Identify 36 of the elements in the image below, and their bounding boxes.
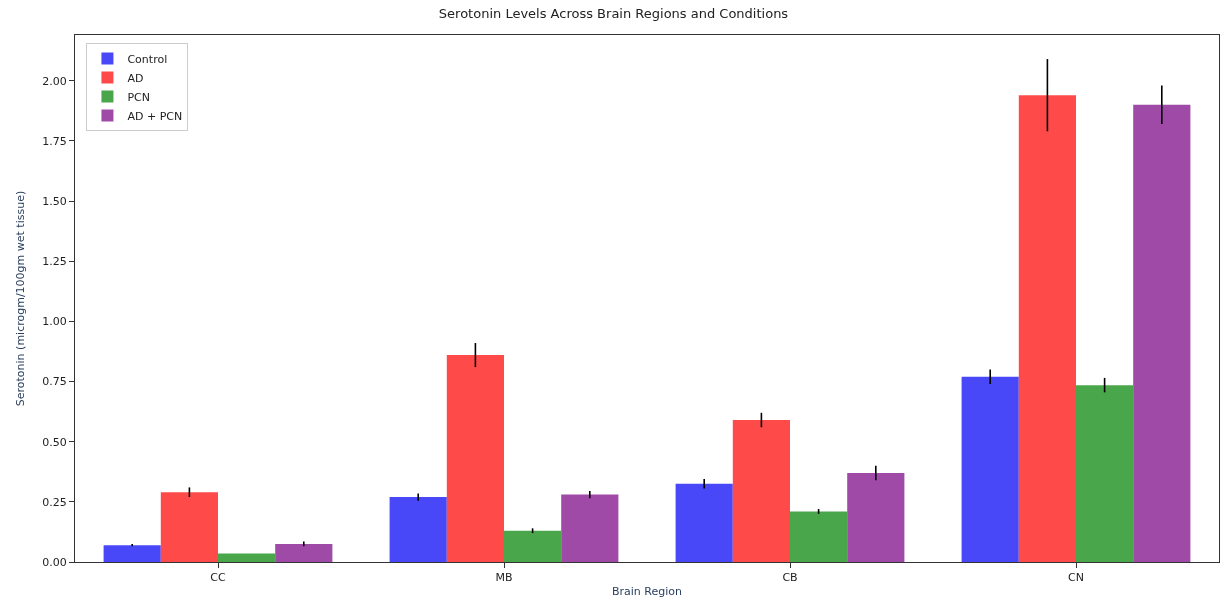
bar xyxy=(1076,385,1134,562)
x-tick-label: MB xyxy=(495,571,513,585)
bar xyxy=(218,553,276,562)
legend-label: PCN xyxy=(127,90,150,104)
legend-label: AD xyxy=(127,71,144,85)
bar xyxy=(275,543,333,562)
bar xyxy=(1133,104,1191,562)
legend-label: Control xyxy=(127,52,168,66)
y-tick-label: 1.00 xyxy=(42,315,67,329)
bar xyxy=(103,545,161,562)
y-tick-label: 0.25 xyxy=(42,495,67,509)
x-tick-label: CC xyxy=(210,571,226,585)
bar xyxy=(732,420,790,562)
y-tick-label: 1.50 xyxy=(42,194,67,208)
bar xyxy=(847,472,905,562)
x-tick-label: CB xyxy=(782,571,798,585)
y-tick-label: 2.00 xyxy=(42,74,67,88)
bar xyxy=(675,483,733,562)
y-axis-title: Serotonin (microgm/100gm wet tissue) xyxy=(13,190,27,407)
bar xyxy=(446,355,504,562)
y-tick-label: 0.50 xyxy=(42,435,67,449)
bar xyxy=(961,376,1019,562)
x-axis-title: Brain Region xyxy=(612,585,683,599)
bar xyxy=(561,494,619,562)
y-tick-label: 0.75 xyxy=(42,375,67,389)
bar xyxy=(160,492,218,562)
bar xyxy=(790,511,848,562)
bar xyxy=(389,497,447,562)
x-tick-label: CN xyxy=(1068,571,1084,585)
chart-title: Serotonin Levels Across Brain Regions and Conditions xyxy=(438,6,789,22)
bar xyxy=(504,530,562,562)
y-tick-label: 0.00 xyxy=(42,555,67,569)
bar xyxy=(1018,95,1076,562)
y-tick-label: 1.25 xyxy=(42,255,67,269)
legend-label: AD + PCN xyxy=(127,109,183,123)
y-tick-label: 1.75 xyxy=(42,134,67,148)
